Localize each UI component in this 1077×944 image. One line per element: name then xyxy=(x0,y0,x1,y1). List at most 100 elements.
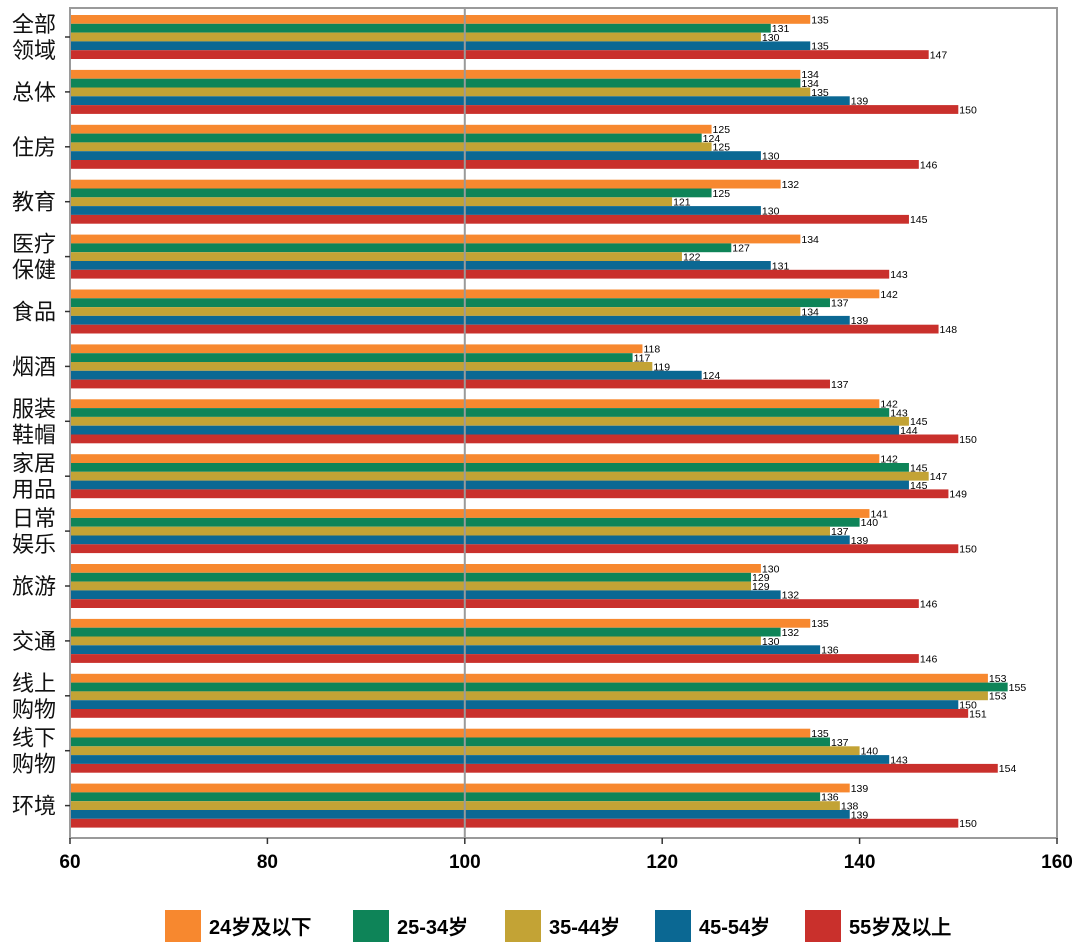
bar xyxy=(70,41,811,51)
category-label: 总体 xyxy=(12,81,56,106)
bar xyxy=(70,763,998,773)
bar xyxy=(70,214,909,224)
bar xyxy=(70,636,761,646)
bar xyxy=(70,416,909,426)
legend-swatch xyxy=(805,910,841,942)
data-label: 124 xyxy=(703,133,721,145)
bar xyxy=(70,133,702,143)
data-label: 145 xyxy=(910,480,928,492)
data-label: 135 xyxy=(811,728,829,740)
value-labels-layer: 1351311301351471341341351391501251241251… xyxy=(634,14,1027,830)
bar xyxy=(70,370,702,380)
bar xyxy=(70,408,890,417)
x-tick-label: 140 xyxy=(844,852,876,873)
bar xyxy=(70,434,959,444)
bar xyxy=(70,234,801,244)
bar xyxy=(70,425,900,435)
data-label: 134 xyxy=(801,78,819,90)
data-label: 150 xyxy=(959,818,977,830)
category-label: 日常娱乐 xyxy=(12,507,56,558)
data-label: 139 xyxy=(851,809,869,821)
data-label: 145 xyxy=(910,214,928,226)
data-label: 138 xyxy=(841,801,859,813)
data-label: 139 xyxy=(851,783,869,795)
bar xyxy=(70,32,761,42)
data-label: 134 xyxy=(801,69,819,81)
data-label: 140 xyxy=(861,746,879,758)
data-label: 130 xyxy=(762,636,780,648)
data-label: 121 xyxy=(673,197,691,209)
data-label: 153 xyxy=(989,673,1007,685)
data-label: 127 xyxy=(732,243,750,255)
bar xyxy=(70,362,653,371)
data-label: 122 xyxy=(683,252,701,264)
category-label: 住房 xyxy=(12,136,56,161)
bar xyxy=(70,572,752,582)
data-label: 137 xyxy=(831,298,849,310)
category-label: 家居用品 xyxy=(12,452,56,503)
bar xyxy=(70,801,840,810)
bar xyxy=(70,792,821,802)
data-label: 141 xyxy=(870,508,888,520)
category-label: 食品 xyxy=(12,301,56,326)
data-label: 150 xyxy=(959,700,977,712)
bar xyxy=(70,526,830,536)
data-label: 130 xyxy=(762,151,780,163)
data-label: 140 xyxy=(861,517,879,529)
data-label: 150 xyxy=(959,544,977,556)
data-label: 135 xyxy=(811,41,829,53)
bar xyxy=(70,454,880,463)
legend-label: 55岁及以上 xyxy=(849,915,951,939)
bar xyxy=(70,682,1008,692)
bar xyxy=(70,599,919,608)
bar xyxy=(70,737,830,747)
bar xyxy=(70,252,682,261)
data-label: 146 xyxy=(920,599,938,611)
category-label: 全部领域 xyxy=(12,13,56,64)
data-label: 142 xyxy=(880,454,898,466)
bar xyxy=(70,618,811,628)
data-label: 117 xyxy=(634,353,651,365)
bar xyxy=(70,142,712,152)
data-label: 145 xyxy=(910,462,928,474)
data-label: 148 xyxy=(940,324,958,336)
bars-layer xyxy=(70,15,1008,828)
bar xyxy=(70,15,811,24)
bar xyxy=(70,261,771,270)
bar xyxy=(70,206,761,215)
bar xyxy=(70,810,850,819)
bar xyxy=(70,581,752,591)
data-label: 145 xyxy=(910,416,928,428)
category-label: 教育 xyxy=(12,191,56,216)
data-label: 142 xyxy=(880,289,898,301)
legend: 24岁及以下 25-34岁 35-44岁 45-54岁 55岁及以上 xyxy=(165,910,951,942)
data-label: 135 xyxy=(811,87,829,99)
legend-swatch xyxy=(353,910,389,942)
bar xyxy=(70,124,712,134)
data-label: 125 xyxy=(713,124,731,136)
legend-swatch xyxy=(655,910,691,942)
legend-label: 24岁及以下 xyxy=(209,915,311,939)
bar xyxy=(70,50,929,59)
bar xyxy=(70,379,830,389)
data-label: 142 xyxy=(880,399,898,411)
x-tick-label: 100 xyxy=(449,852,481,873)
data-label: 124 xyxy=(703,370,721,382)
data-label: 137 xyxy=(831,379,849,391)
bar xyxy=(70,160,919,169)
bar xyxy=(70,535,850,545)
bar xyxy=(70,179,781,189)
data-label: 143 xyxy=(890,754,908,766)
bar xyxy=(70,87,811,97)
data-label: 139 xyxy=(851,96,869,108)
data-label: 146 xyxy=(920,159,938,171)
bar xyxy=(70,645,821,655)
bar xyxy=(70,298,830,308)
bar xyxy=(70,471,929,481)
bar xyxy=(70,654,919,663)
bar xyxy=(70,197,673,207)
data-label: 135 xyxy=(811,618,829,630)
data-label: 135 xyxy=(811,14,829,26)
x-tick-label: 160 xyxy=(1041,852,1073,873)
data-label: 149 xyxy=(949,489,967,501)
